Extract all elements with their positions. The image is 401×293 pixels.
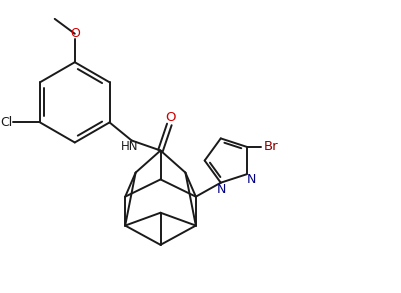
Text: HN: HN <box>121 140 138 154</box>
Text: Br: Br <box>263 140 277 153</box>
Text: O: O <box>70 27 79 40</box>
Text: Cl: Cl <box>0 116 12 129</box>
Text: N: N <box>246 173 256 185</box>
Text: O: O <box>165 111 175 124</box>
Text: N: N <box>216 183 225 196</box>
